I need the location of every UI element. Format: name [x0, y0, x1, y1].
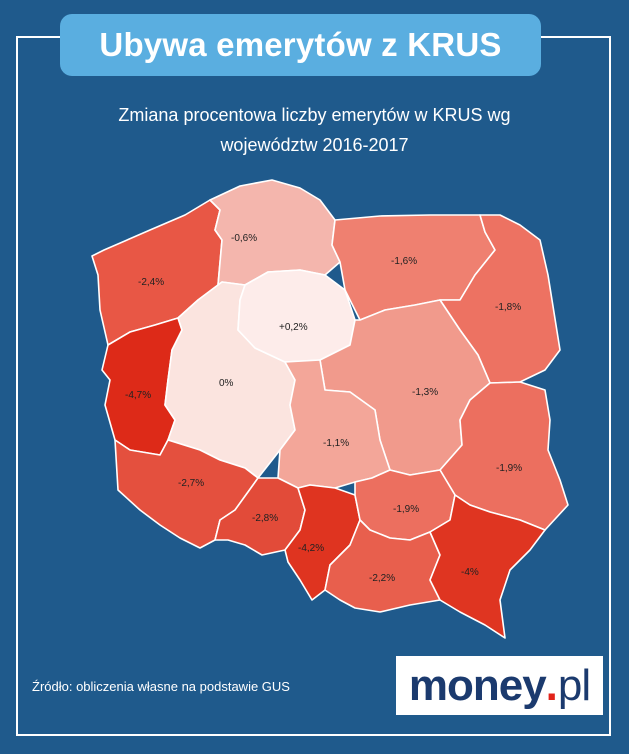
label-podkarpackie: -4%: [461, 567, 479, 578]
logo-main-text: money: [408, 660, 547, 710]
label-lubelskie: -1,9%: [496, 463, 522, 474]
logo-tld-text: pl: [557, 660, 591, 710]
label-mazowieckie: -1,3%: [412, 387, 438, 398]
page-title: Ubywa emerytów z KRUS: [99, 26, 502, 63]
region-kujawsko-pomorskie: [237, 269, 356, 363]
region-lodzkie: [277, 359, 391, 489]
subtitle-line-1: Zmiana procentowa liczby emerytów w KRUS…: [118, 105, 511, 125]
region-pomorskie: [209, 179, 341, 286]
label-swietokrzyskie: -1,9%: [393, 504, 419, 515]
label-podlaskie: -1,8%: [495, 302, 521, 313]
subtitle-line-2: województw 2016-2017: [220, 135, 409, 155]
label-zachodniopomorskie: -2,4%: [138, 277, 164, 288]
label-slaskie: -4,2%: [298, 543, 324, 554]
title-banner: Ubywa emerytów z KRUS: [60, 14, 541, 76]
label-lubuskie: -4,7%: [125, 390, 151, 401]
label-pomorskie: -0,6%: [231, 233, 257, 244]
region-malopolskie: [324, 519, 441, 613]
label-kujawsko-pomorskie: +0,2%: [279, 322, 308, 333]
region-podkarpackie: [429, 494, 546, 639]
label-opolskie: -2,8%: [252, 513, 278, 524]
label-lodzkie: -1,1%: [323, 438, 349, 449]
label-malopolskie: -2,2%: [369, 573, 395, 584]
source-note: Źródło: obliczenia własne na podstawie G…: [32, 679, 290, 694]
subtitle: Zmiana procentowa liczby emerytów w KRUS…: [60, 100, 569, 160]
logo-dot: .: [545, 660, 558, 710]
money-pl-logo[interactable]: money. pl: [396, 656, 603, 715]
label-wielkopolskie: 0%: [219, 378, 234, 389]
label-dolnoslaskie: -2,7%: [178, 478, 204, 489]
label-warminsko-mazurskie: -1,6%: [391, 256, 417, 267]
